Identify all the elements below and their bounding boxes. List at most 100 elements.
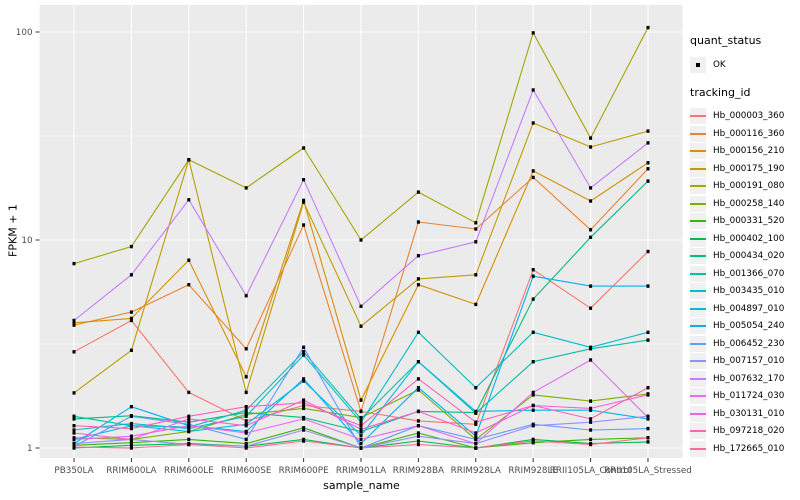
- x-tick-label: RRIM901LA: [336, 466, 386, 476]
- data-point: [359, 398, 363, 402]
- data-point: [244, 408, 248, 412]
- data-point: [589, 420, 593, 424]
- data-point: [244, 375, 248, 379]
- legend-key-box: [690, 335, 706, 352]
- legend-item-Hb_000116_360: Hb_000116_360: [690, 125, 800, 143]
- data-point: [416, 254, 420, 258]
- data-point: [531, 441, 535, 445]
- x-tick-label: RRIM600LE: [164, 466, 214, 476]
- data-point: [531, 390, 535, 395]
- data-point: [646, 440, 650, 444]
- legend-title-quant-status: quant_status: [690, 34, 762, 47]
- axis-ticks-and-labels: 1 10 100 PB350LA RRIM600LA RRIM600LE RRIM600SE…: [16, 28, 692, 476]
- legend-key-line: [690, 185, 706, 188]
- x-tick-label: PB350LA: [54, 466, 93, 476]
- data-point: [187, 426, 191, 431]
- data-point: [359, 409, 363, 414]
- data-point: [589, 358, 593, 362]
- legend-key-line: [690, 325, 706, 328]
- data-point: [416, 439, 420, 443]
- data-point: [129, 426, 133, 431]
- data-point: [646, 338, 650, 342]
- legend-item-label: Hb_004897_010: [713, 303, 785, 314]
- data-point: [129, 437, 133, 442]
- data-point: [589, 199, 593, 203]
- legend-key-box: [690, 300, 706, 317]
- legend-item-label: Hb_000258_140: [713, 198, 785, 209]
- data-point: [72, 350, 76, 354]
- data-point: [589, 284, 593, 288]
- ok-point-marker: [696, 63, 700, 67]
- data-point: [187, 424, 191, 428]
- legend-key-line: [690, 272, 706, 275]
- data-point: [302, 398, 306, 402]
- data-point: [531, 330, 535, 334]
- data-point: [72, 321, 76, 325]
- data-point: [359, 324, 363, 328]
- legend-item-Hb_172665_010: Hb_172665_010: [690, 440, 800, 458]
- legend-item-label: Hb_000434_020: [713, 251, 785, 262]
- legend-key-box: [690, 248, 706, 265]
- data-point: [474, 302, 478, 307]
- legend-item-Hb_007157_010: Hb_007157_010: [690, 353, 800, 371]
- legend-key-line: [690, 255, 706, 258]
- legend-key-line: [690, 360, 706, 363]
- data-point: [646, 25, 650, 30]
- data-point: [474, 273, 478, 277]
- data-point: [646, 141, 650, 145]
- legend-key-line: [690, 150, 706, 153]
- legend-item-Hb_000191_080: Hb_000191_080: [690, 178, 800, 196]
- data-point: [474, 422, 478, 426]
- data-point: [589, 228, 593, 232]
- data-point: [416, 434, 420, 438]
- y-tick-label: 10: [21, 236, 33, 246]
- data-point: [646, 426, 650, 431]
- data-point: [302, 350, 306, 354]
- data-point: [187, 429, 191, 434]
- data-point: [244, 441, 248, 446]
- data-point: [129, 446, 133, 450]
- data-point: [531, 439, 535, 443]
- data-point: [359, 437, 363, 442]
- data-point: [359, 238, 363, 242]
- data-point: [187, 420, 191, 424]
- legend-key-line: [690, 167, 706, 170]
- legend-item-label: Hb_011724_030: [713, 391, 785, 402]
- data-point: [244, 431, 248, 435]
- data-point: [244, 437, 248, 442]
- legend-key-box: [690, 265, 706, 282]
- data-point: [244, 444, 248, 448]
- legend-item-Hb_004897_010: Hb_004897_010: [690, 300, 800, 318]
- data-point: [531, 393, 535, 397]
- x-tick-label: RRIM928LE: [508, 466, 558, 476]
- legend-key-box: [690, 160, 706, 177]
- data-point: [129, 348, 133, 352]
- data-point: [72, 424, 76, 428]
- data-point: [244, 424, 248, 428]
- legend-key-line: [690, 290, 706, 293]
- data-point: [302, 426, 306, 430]
- data-point: [474, 409, 478, 414]
- legend-key-line: [690, 412, 706, 415]
- data-point: [531, 274, 535, 278]
- data-point: [302, 406, 306, 411]
- x-tick-label: RRII105LA_Control: [550, 466, 632, 476]
- data-point: [416, 360, 420, 364]
- legend-key-box: [690, 423, 706, 440]
- data-point: [416, 419, 420, 423]
- data-point: [359, 433, 363, 438]
- data-point: [531, 408, 535, 412]
- legend-item-label: Hb_000331_520: [713, 216, 785, 227]
- data-point: [646, 179, 650, 183]
- data-point: [72, 323, 76, 327]
- data-point: [416, 409, 420, 414]
- data-point: [129, 434, 133, 438]
- data-point: [589, 437, 593, 442]
- legend-key-line: [690, 237, 706, 240]
- data-point: [416, 190, 420, 194]
- data-point: [187, 437, 191, 442]
- data-point: [302, 417, 306, 421]
- data-point: [531, 297, 535, 301]
- data-point: [359, 420, 363, 424]
